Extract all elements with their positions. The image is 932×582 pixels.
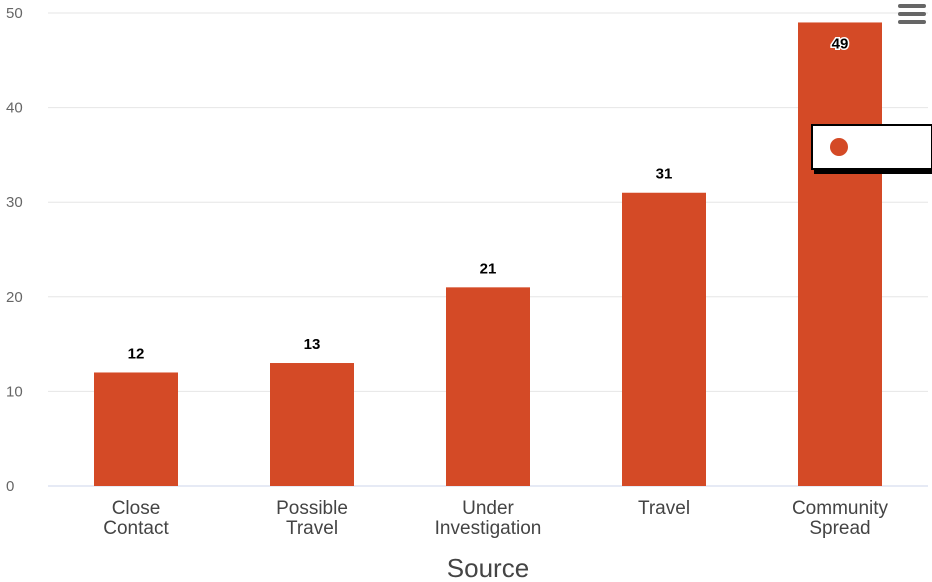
hamburger-menu-icon[interactable] [898, 4, 928, 30]
data-label: 12 [128, 345, 145, 362]
x-tick-label: Travel [638, 498, 690, 519]
y-tick-label: 20 [6, 289, 23, 306]
data-label: 49 [832, 35, 849, 52]
x-axis-title: Source [447, 553, 529, 582]
x-tick-label: Contact [103, 518, 169, 539]
x-tick-label: Possible [276, 498, 348, 519]
legend-marker [830, 138, 848, 156]
x-tick-label: Community [792, 498, 889, 519]
x-tick-label: Travel [286, 518, 338, 539]
data-label: 21 [480, 260, 497, 277]
data-label: 31 [656, 166, 673, 183]
bar [446, 287, 530, 486]
x-tick-label: Close [112, 498, 161, 519]
bar [270, 363, 354, 486]
bar [94, 372, 178, 486]
y-tick-label: 10 [6, 383, 23, 400]
data-label: 13 [304, 336, 321, 353]
y-tick-label: 30 [6, 194, 23, 211]
bar [622, 192, 706, 487]
legend[interactable] [811, 124, 932, 170]
y-tick-label: 50 [6, 5, 23, 22]
x-tick-label: Under [462, 498, 514, 519]
x-tick-label: Spread [809, 518, 870, 539]
bar [798, 22, 882, 487]
y-tick-label: 40 [6, 100, 23, 117]
x-tick-label: Investigation [435, 518, 542, 539]
y-tick-label: 0 [6, 478, 14, 495]
